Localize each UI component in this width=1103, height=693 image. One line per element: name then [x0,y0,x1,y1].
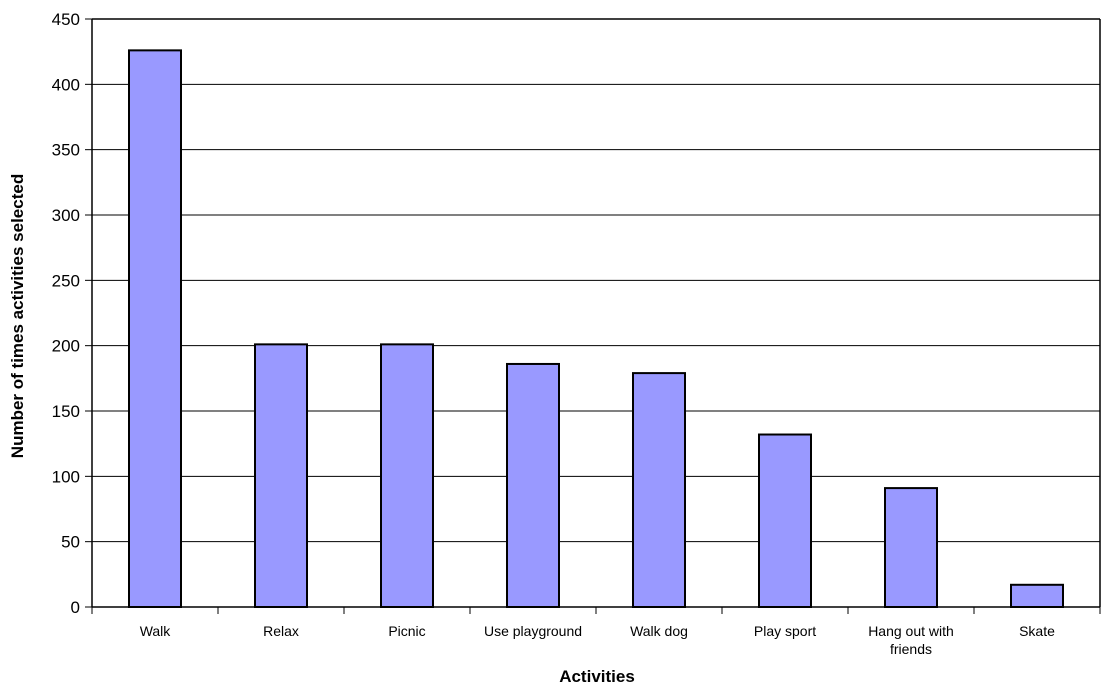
tick-labels: 0 50 100 150 200 250 300 350 400 450 Walk Relax Picn… [52,10,1055,657]
bar-4 [632,372,686,608]
y-tick-label: 50 [61,533,80,552]
y-tick-label: 450 [52,10,80,29]
bar-2 [380,343,434,608]
y-axis-title: Number of times activities selected [8,174,27,458]
x-tick-label: Use playground [484,623,582,639]
bars [128,49,1064,609]
gridlines [92,18,1100,543]
bar-1 [254,343,308,608]
y-tick-label: 100 [52,467,80,486]
x-tick-label: Play sport [754,623,816,639]
bar-3 [506,362,560,608]
x-tick-label: friends [890,641,932,657]
x-tick-label: Walk [140,623,172,639]
x-tick-label: Relax [263,623,299,639]
x-tick-label: Walk dog [630,623,688,639]
y-tick-label: 0 [71,598,80,617]
y-tick-label: 400 [52,75,80,94]
y-tick-label: 250 [52,271,80,290]
x-tick-label: Picnic [388,623,425,639]
y-tick-label: 300 [52,206,80,225]
x-axis-title: Activities [559,667,635,686]
y-tick-label: 150 [52,402,80,421]
bar-6 [884,487,938,608]
axes [85,18,1101,614]
bar-7 [1010,583,1064,609]
y-tick-label: 200 [52,337,80,356]
bar-5 [758,433,812,608]
bar-0 [128,49,182,609]
x-tick-label: Skate [1019,623,1055,639]
x-tick-label: Hang out with [868,623,954,639]
y-tick-label: 350 [52,141,80,160]
